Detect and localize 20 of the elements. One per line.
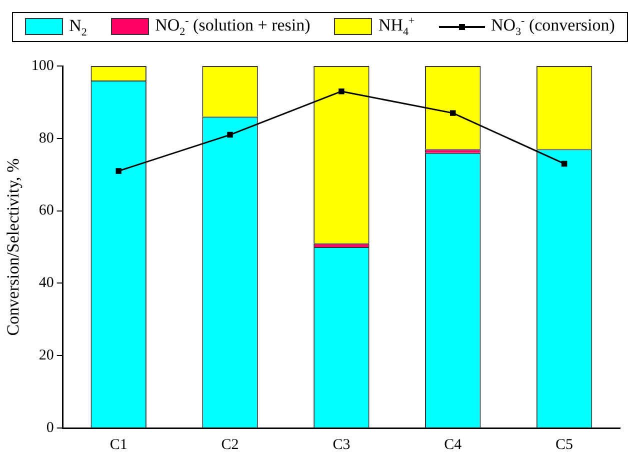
y-tick-label: 20: [38, 348, 54, 364]
y-tick-label: 40: [38, 275, 54, 292]
x-tick-label: C1: [110, 436, 128, 453]
x-tick-label: C2: [221, 436, 239, 453]
x-tick-label: C4: [444, 436, 462, 453]
point: [227, 132, 233, 138]
legend-label: NO$_{2}$$^{-}$ (solution + resin): [155, 15, 310, 39]
y-tick-label: 100: [31, 58, 54, 74]
y-tick-label: 80: [38, 130, 54, 146]
point: [561, 160, 568, 167]
x-tick-label: C3: [332, 436, 350, 453]
y-tick-label: 0: [46, 420, 54, 436]
legend-label: NO$_{3}$$^{-}$ (conversion): [490, 15, 615, 39]
y-tick-label: 60: [38, 202, 54, 219]
point: [338, 88, 344, 94]
point: [116, 168, 122, 174]
legend-label: N$_{2}$: [69, 16, 87, 38]
point: [450, 110, 456, 116]
y-axis-title: Conversion/Selectivity, %: [4, 158, 23, 336]
x-tick-label: C5: [556, 436, 574, 453]
